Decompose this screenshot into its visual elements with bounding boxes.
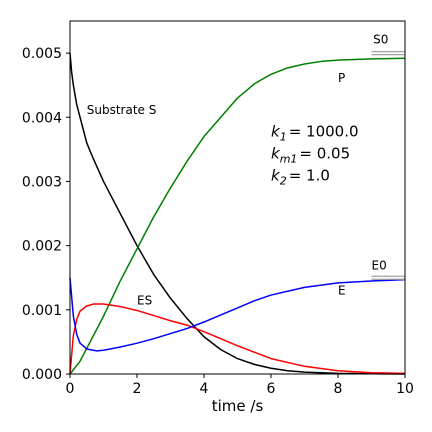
x-tick-label: 8 — [334, 381, 343, 397]
parameter-k2: k2 = 1.0 — [271, 167, 330, 188]
x-tick-label: 2 — [133, 381, 142, 397]
annotation-e: E — [338, 283, 346, 297]
x-tick-label: 0 — [66, 381, 75, 397]
series-line-substrate-s — [69, 53, 406, 375]
y-tick-label: 0.005 — [22, 46, 62, 62]
y-tick-label: 0.001 — [22, 303, 62, 319]
x-tick-label: 6 — [267, 381, 276, 397]
parameter-subscript: 1 — [280, 131, 287, 144]
series-line-p — [69, 57, 406, 375]
annotation-p: P — [338, 71, 345, 85]
parameter-value: = 1.0 — [289, 167, 330, 185]
y-tick-label: 0.002 — [22, 239, 62, 255]
parameter-value: = 1000.0 — [289, 123, 359, 141]
parameter-subscript: 2 — [280, 175, 287, 188]
annotation-s0: S0 — [373, 32, 388, 46]
parameter-k1: k1 = 1000.0 — [271, 123, 359, 144]
parameter-symbol: k — [271, 123, 281, 141]
y-tick-label: 0.004 — [22, 110, 62, 126]
x-axis-label: time /s — [212, 397, 264, 415]
parameter-value: = 0.05 — [299, 145, 350, 163]
annotations: Substrate S P ES E S0 E0 — [87, 32, 389, 307]
y-tick-label: 0.000 — [22, 367, 62, 383]
annotation-e0: E0 — [372, 258, 387, 272]
x-tick-label: 4 — [200, 381, 209, 397]
parameter-subscript: m1 — [280, 153, 298, 166]
plot-frame — [69, 20, 406, 375]
series-line-e — [69, 277, 406, 352]
reference-lines — [371, 50, 405, 280]
x-tick-label: 10 — [396, 381, 414, 397]
y-tick-label: 0.003 — [22, 174, 62, 190]
annotation-substrate-s: Substrate S — [87, 103, 157, 117]
series-line-es — [69, 303, 406, 375]
series-lines — [69, 53, 406, 375]
parameter-symbol: k — [271, 167, 281, 185]
parameter-symbol: k — [271, 145, 281, 163]
axis-ticks: 0 2 4 6 8 10 0.000 0.001 0.002 0.003 0.004 0.005 — [22, 46, 414, 397]
parameter-km1: km1 = 0.05 — [271, 145, 350, 166]
annotation-es: ES — [137, 294, 152, 308]
